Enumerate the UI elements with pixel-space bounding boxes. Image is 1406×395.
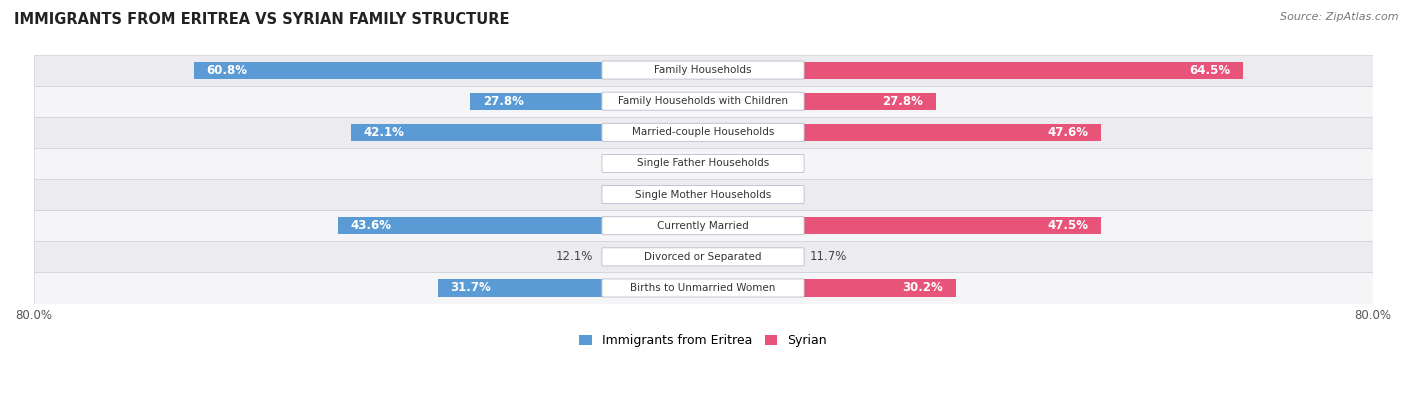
Bar bbox=[437, 279, 703, 297]
FancyBboxPatch shape bbox=[602, 154, 804, 173]
Bar bbox=[337, 217, 703, 234]
Text: Single Mother Households: Single Mother Households bbox=[636, 190, 770, 199]
Text: Family Households with Children: Family Households with Children bbox=[619, 96, 787, 106]
Bar bbox=[194, 62, 703, 79]
Text: Source: ZipAtlas.com: Source: ZipAtlas.com bbox=[1281, 12, 1399, 22]
Bar bbox=[471, 93, 703, 110]
FancyBboxPatch shape bbox=[34, 55, 1372, 86]
Text: 27.8%: 27.8% bbox=[482, 95, 524, 108]
FancyBboxPatch shape bbox=[34, 210, 1372, 241]
Text: 6.7%: 6.7% bbox=[609, 188, 638, 201]
Text: 30.2%: 30.2% bbox=[903, 282, 943, 294]
Text: 42.1%: 42.1% bbox=[363, 126, 404, 139]
Bar bbox=[350, 124, 703, 141]
Bar bbox=[703, 124, 1101, 141]
Text: Currently Married: Currently Married bbox=[657, 221, 749, 231]
FancyBboxPatch shape bbox=[34, 86, 1372, 117]
Text: 11.7%: 11.7% bbox=[810, 250, 846, 263]
Text: 43.6%: 43.6% bbox=[350, 219, 392, 232]
FancyBboxPatch shape bbox=[602, 61, 804, 79]
Text: 12.1%: 12.1% bbox=[555, 250, 593, 263]
Text: 64.5%: 64.5% bbox=[1189, 64, 1230, 77]
FancyBboxPatch shape bbox=[602, 217, 804, 235]
Text: Family Households: Family Households bbox=[654, 65, 752, 75]
Text: Divorced or Separated: Divorced or Separated bbox=[644, 252, 762, 262]
FancyBboxPatch shape bbox=[602, 248, 804, 266]
Text: 60.8%: 60.8% bbox=[207, 64, 247, 77]
FancyBboxPatch shape bbox=[34, 273, 1372, 303]
FancyBboxPatch shape bbox=[34, 117, 1372, 148]
Bar bbox=[703, 248, 801, 265]
FancyBboxPatch shape bbox=[34, 179, 1372, 210]
FancyBboxPatch shape bbox=[602, 92, 804, 110]
Bar bbox=[703, 279, 956, 297]
Bar bbox=[703, 93, 935, 110]
Text: IMMIGRANTS FROM ERITREA VS SYRIAN FAMILY STRUCTURE: IMMIGRANTS FROM ERITREA VS SYRIAN FAMILY… bbox=[14, 12, 509, 27]
Bar bbox=[647, 186, 703, 203]
Bar bbox=[682, 155, 703, 172]
Text: 6.0%: 6.0% bbox=[762, 188, 792, 201]
Legend: Immigrants from Eritrea, Syrian: Immigrants from Eritrea, Syrian bbox=[574, 329, 832, 352]
Bar bbox=[703, 62, 1243, 79]
Text: 2.5%: 2.5% bbox=[644, 157, 673, 170]
Bar bbox=[703, 155, 721, 172]
Text: Single Father Households: Single Father Households bbox=[637, 158, 769, 168]
FancyBboxPatch shape bbox=[602, 123, 804, 141]
FancyBboxPatch shape bbox=[602, 186, 804, 203]
FancyBboxPatch shape bbox=[34, 148, 1372, 179]
Text: 47.5%: 47.5% bbox=[1047, 219, 1088, 232]
Text: 31.7%: 31.7% bbox=[450, 282, 491, 294]
Bar bbox=[703, 186, 754, 203]
Text: Married-couple Households: Married-couple Households bbox=[631, 127, 775, 137]
Text: Births to Unmarried Women: Births to Unmarried Women bbox=[630, 283, 776, 293]
FancyBboxPatch shape bbox=[602, 279, 804, 297]
Text: 47.6%: 47.6% bbox=[1047, 126, 1088, 139]
Text: 2.2%: 2.2% bbox=[730, 157, 759, 170]
Bar bbox=[703, 217, 1101, 234]
Bar bbox=[602, 248, 703, 265]
Text: 27.8%: 27.8% bbox=[882, 95, 924, 108]
FancyBboxPatch shape bbox=[34, 241, 1372, 273]
